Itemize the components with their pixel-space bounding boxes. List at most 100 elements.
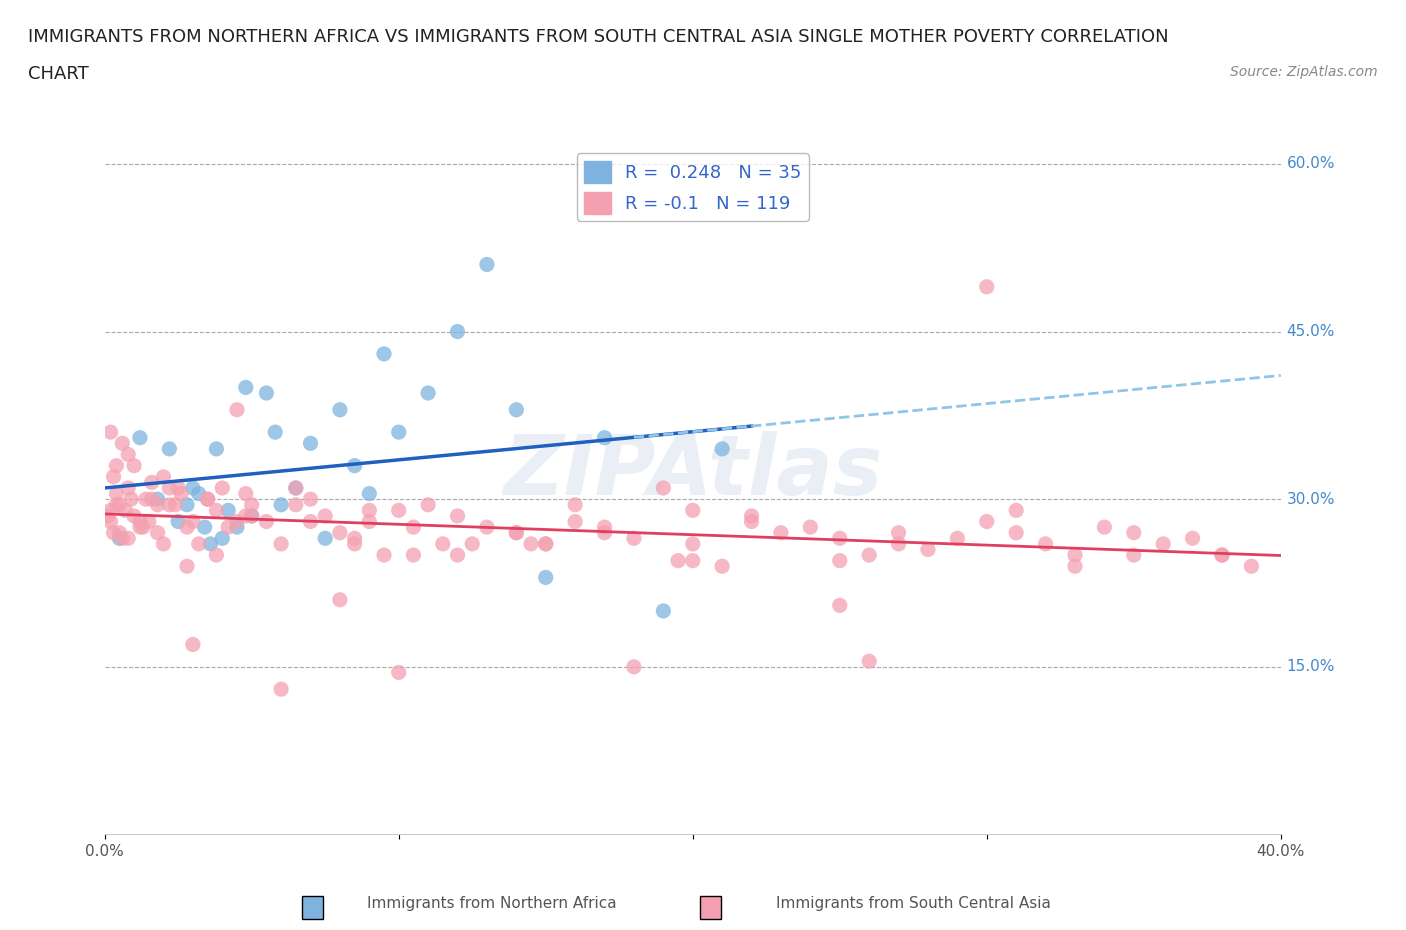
Point <box>976 514 998 529</box>
Point <box>299 492 322 507</box>
Text: ZIPAtlas: ZIPAtlas <box>503 431 883 512</box>
Point <box>105 486 128 501</box>
Point <box>446 548 468 563</box>
Point <box>402 548 425 563</box>
Point <box>623 659 645 674</box>
Point <box>711 559 734 574</box>
Point <box>226 520 249 535</box>
Point <box>108 498 131 512</box>
Point <box>359 514 381 529</box>
Point <box>343 537 366 551</box>
Point <box>176 498 198 512</box>
Point <box>146 492 169 507</box>
Point <box>887 525 910 540</box>
Text: Immigrants from South Central Asia: Immigrants from South Central Asia <box>776 897 1052 911</box>
Point <box>235 486 257 501</box>
Point <box>314 531 336 546</box>
Point <box>1152 537 1174 551</box>
Point <box>240 509 263 524</box>
Point <box>1005 525 1028 540</box>
Point <box>329 525 352 540</box>
Point <box>1092 520 1115 535</box>
Point <box>235 509 257 524</box>
Point <box>388 503 411 518</box>
Point <box>117 481 139 496</box>
Point <box>652 604 675 618</box>
Point <box>129 431 152 445</box>
Point <box>741 514 763 529</box>
Point <box>117 531 139 546</box>
Point <box>254 514 277 529</box>
Point <box>165 498 187 512</box>
Point <box>270 682 292 697</box>
Point <box>976 279 998 294</box>
Text: Source: ZipAtlas.com: Source: ZipAtlas.com <box>1230 65 1378 79</box>
Point <box>402 520 425 535</box>
Point <box>111 531 134 546</box>
Point <box>97 509 120 524</box>
Point <box>564 498 586 512</box>
Point <box>141 475 163 490</box>
Point <box>217 520 239 535</box>
Point <box>240 509 263 524</box>
Legend: R =  0.248   N = 35, R = -0.1   N = 119: R = 0.248 N = 35, R = -0.1 N = 119 <box>576 153 808 221</box>
Point <box>520 537 543 551</box>
Point <box>284 481 307 496</box>
Point <box>1122 525 1144 540</box>
Point <box>254 386 277 401</box>
Point <box>343 531 366 546</box>
Point <box>129 520 152 535</box>
Point <box>111 436 134 451</box>
Text: Immigrants from Northern Africa: Immigrants from Northern Africa <box>367 897 617 911</box>
Point <box>1181 531 1204 546</box>
Point <box>432 537 454 551</box>
Point <box>138 514 160 529</box>
Point <box>593 431 616 445</box>
Point <box>741 509 763 524</box>
Point <box>1005 503 1028 518</box>
Point <box>299 514 322 529</box>
Point <box>534 537 557 551</box>
Point <box>1240 559 1263 574</box>
Point <box>132 520 155 535</box>
Point <box>194 520 217 535</box>
Point <box>917 542 939 557</box>
Point <box>666 553 689 568</box>
Point <box>1035 537 1057 551</box>
Point <box>240 498 263 512</box>
Point <box>103 470 125 485</box>
Point <box>505 525 527 540</box>
Point <box>593 525 616 540</box>
Point <box>200 537 222 551</box>
Point <box>299 436 322 451</box>
Point <box>828 598 851 613</box>
Point <box>122 458 145 473</box>
Point <box>858 654 880 669</box>
Point <box>181 514 204 529</box>
Point <box>100 503 122 518</box>
Point <box>416 498 439 512</box>
Point <box>108 525 131 540</box>
Point <box>181 481 204 496</box>
Point <box>211 531 233 546</box>
Point <box>181 637 204 652</box>
Point <box>211 481 233 496</box>
Point <box>129 514 152 529</box>
Point <box>329 403 352 418</box>
Point <box>170 486 193 501</box>
Point <box>343 458 366 473</box>
Point <box>828 553 851 568</box>
Point <box>1211 548 1233 563</box>
Point <box>157 442 180 457</box>
Point <box>152 470 174 485</box>
Point <box>235 380 257 395</box>
Point <box>187 486 209 501</box>
Point <box>197 492 219 507</box>
Point <box>284 481 307 496</box>
Point <box>475 520 498 535</box>
Point <box>1064 559 1087 574</box>
Point <box>711 442 734 457</box>
Point <box>505 525 527 540</box>
Point <box>122 509 145 524</box>
Point <box>284 498 307 512</box>
